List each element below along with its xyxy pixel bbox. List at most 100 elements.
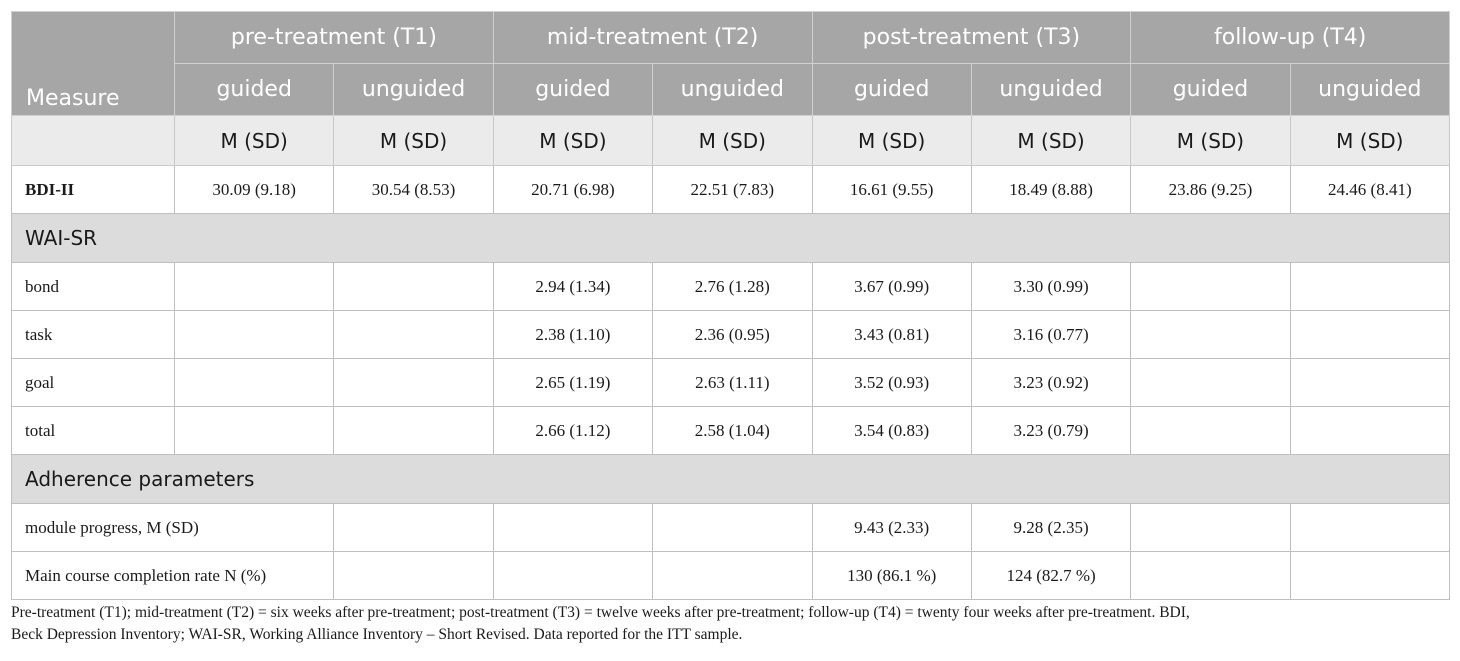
table-cell: 2.58 (1.04) xyxy=(652,406,813,455)
table-row-total: total 2.66 (1.12) 2.58 (1.04) 3.54 (0.83… xyxy=(11,406,1451,455)
table-cell: 3.52 (0.93) xyxy=(811,358,972,407)
row-label: bond xyxy=(11,262,175,311)
table-cell: 3.43 (0.81) xyxy=(811,310,972,359)
section-label: Adherence parameters xyxy=(10,454,1451,504)
table-cell: 16.61 (9.55) xyxy=(811,165,972,214)
footnote-line: Pre-treatment (T1); mid-treatment (T2) =… xyxy=(11,604,1190,621)
table-row-goal: goal 2.65 (1.19) 2.63 (1.11) 3.52 (0.93)… xyxy=(11,358,1451,407)
table-cell: 23.86 (9.25) xyxy=(1130,165,1291,214)
stat-header: M (SD) xyxy=(1130,115,1291,166)
table-cell: 3.54 (0.83) xyxy=(811,406,972,455)
header-mid-treatment: mid-treatment (T2) xyxy=(492,11,813,64)
header-follow-up: follow-up (T4) xyxy=(1130,11,1451,64)
group-header: guided xyxy=(811,63,972,116)
table-cell xyxy=(1130,551,1291,600)
table-cell: 2.38 (1.10) xyxy=(492,310,654,359)
table-cell: 9.28 (2.35) xyxy=(970,503,1132,552)
group-header: unguided xyxy=(333,63,494,116)
table-cell: 130 (86.1 %) xyxy=(811,551,972,600)
table-cell xyxy=(1130,262,1291,311)
table-cell: 22.51 (7.83) xyxy=(652,165,813,214)
table-cell xyxy=(1289,503,1451,552)
header-pre-treatment: pre-treatment (T1) xyxy=(174,11,494,64)
table-cell: 2.94 (1.34) xyxy=(492,262,654,311)
table-cell xyxy=(492,503,654,552)
table-row-bdi: BDI-II 30.09 (9.18) 30.54 (8.53) 20.71 (… xyxy=(11,165,1451,214)
table-cell xyxy=(333,358,494,407)
table-cell: 2.66 (1.12) xyxy=(492,406,654,455)
table-cell: 2.76 (1.28) xyxy=(652,262,813,311)
stat-header: M (SD) xyxy=(970,115,1132,166)
table-cell xyxy=(1289,406,1451,455)
table-cell xyxy=(1289,358,1451,407)
table-row-task: task 2.38 (1.10) 2.36 (0.95) 3.43 (0.81)… xyxy=(11,310,1451,359)
stat-header: M (SD) xyxy=(652,115,813,166)
footnote-line: Beck Depression Inventory; WAI-SR, Worki… xyxy=(11,626,743,643)
header-row-timepoints: Measure pre-treatment (T1) mid-treatment… xyxy=(11,11,1451,116)
group-header: guided xyxy=(492,63,654,116)
results-table: Measure pre-treatment (T1) mid-treatment… xyxy=(10,11,1451,600)
group-header: guided xyxy=(1130,63,1291,116)
table-row-module-progress: module progress, M (SD) 9.43 (2.33) 9.28… xyxy=(10,503,1451,552)
stat-header: M (SD) xyxy=(492,115,654,166)
table-cell xyxy=(1289,262,1451,311)
table-cell: 20.71 (6.98) xyxy=(492,165,654,214)
table-cell xyxy=(333,551,494,600)
header-row-groups: guided unguided guided unguided guided u… xyxy=(12,63,1451,116)
stat-header: M (SD) xyxy=(173,115,335,166)
table-cell: 3.23 (0.92) xyxy=(970,358,1132,407)
table-cell: 30.54 (8.53) xyxy=(333,165,494,214)
table-cell xyxy=(1130,358,1291,407)
table-cell xyxy=(333,406,494,455)
table-cell xyxy=(333,503,494,552)
header-post-treatment: post-treatment (T3) xyxy=(811,11,1132,64)
group-header: unguided xyxy=(652,63,813,116)
measure-header: Measure xyxy=(11,11,175,116)
section-row-adherence: Adherence parameters xyxy=(10,454,1451,504)
group-header: guided xyxy=(173,63,335,116)
row-label: module progress, M (SD) xyxy=(10,503,335,552)
table-cell: 24.46 (8.41) xyxy=(1289,165,1451,214)
table-footnote: Pre-treatment (T1); mid-treatment (T2) =… xyxy=(11,602,1451,646)
table-row-bond: bond 2.94 (1.34) 2.76 (1.28) 3.67 (0.99)… xyxy=(11,262,1451,311)
table-cell xyxy=(333,310,494,359)
stat-header: M (SD) xyxy=(811,115,972,166)
table-cell xyxy=(173,358,335,407)
table-cell xyxy=(173,310,335,359)
table-cell xyxy=(1130,310,1291,359)
group-header: unguided xyxy=(970,63,1132,116)
table-cell xyxy=(173,262,335,311)
row-label: total xyxy=(11,406,175,455)
table-cell: 9.43 (2.33) xyxy=(811,503,972,552)
table-cell: 124 (82.7 %) xyxy=(970,551,1132,600)
section-row-wai-sr: WAI-SR xyxy=(10,213,1451,263)
table-cell xyxy=(1289,310,1451,359)
stat-header-blank xyxy=(11,115,175,166)
table-cell: 2.36 (0.95) xyxy=(652,310,813,359)
table-cell: 2.63 (1.11) xyxy=(652,358,813,407)
table-row-completion-rate: Main course completion rate N (%) 130 (8… xyxy=(10,551,1451,600)
table-cell: 3.30 (0.99) xyxy=(970,262,1132,311)
table-cell: 3.16 (0.77) xyxy=(970,310,1132,359)
table-cell xyxy=(333,262,494,311)
table-cell xyxy=(1130,406,1291,455)
row-label: task xyxy=(11,310,175,359)
table-cell: 18.49 (8.88) xyxy=(970,165,1132,214)
table-cell: 3.23 (0.79) xyxy=(970,406,1132,455)
stat-header: M (SD) xyxy=(1289,115,1451,166)
row-label: BDI-II xyxy=(11,165,175,214)
table-cell xyxy=(492,551,654,600)
table-cell xyxy=(1289,551,1451,600)
group-header: unguided xyxy=(1289,63,1451,116)
table-cell: 3.67 (0.99) xyxy=(811,262,972,311)
table-cell: 30.09 (9.18) xyxy=(173,165,335,214)
header-row-stats: M (SD) M (SD) M (SD) M (SD) M (SD) M (SD… xyxy=(11,115,1451,166)
table-cell: 2.65 (1.19) xyxy=(492,358,654,407)
row-label: Main course completion rate N (%) xyxy=(10,551,335,600)
stat-header: M (SD) xyxy=(333,115,494,166)
table-cell xyxy=(1130,503,1291,552)
table-cell xyxy=(173,406,335,455)
table-cell xyxy=(652,503,813,552)
table-cell xyxy=(652,551,813,600)
row-label: goal xyxy=(11,358,175,407)
